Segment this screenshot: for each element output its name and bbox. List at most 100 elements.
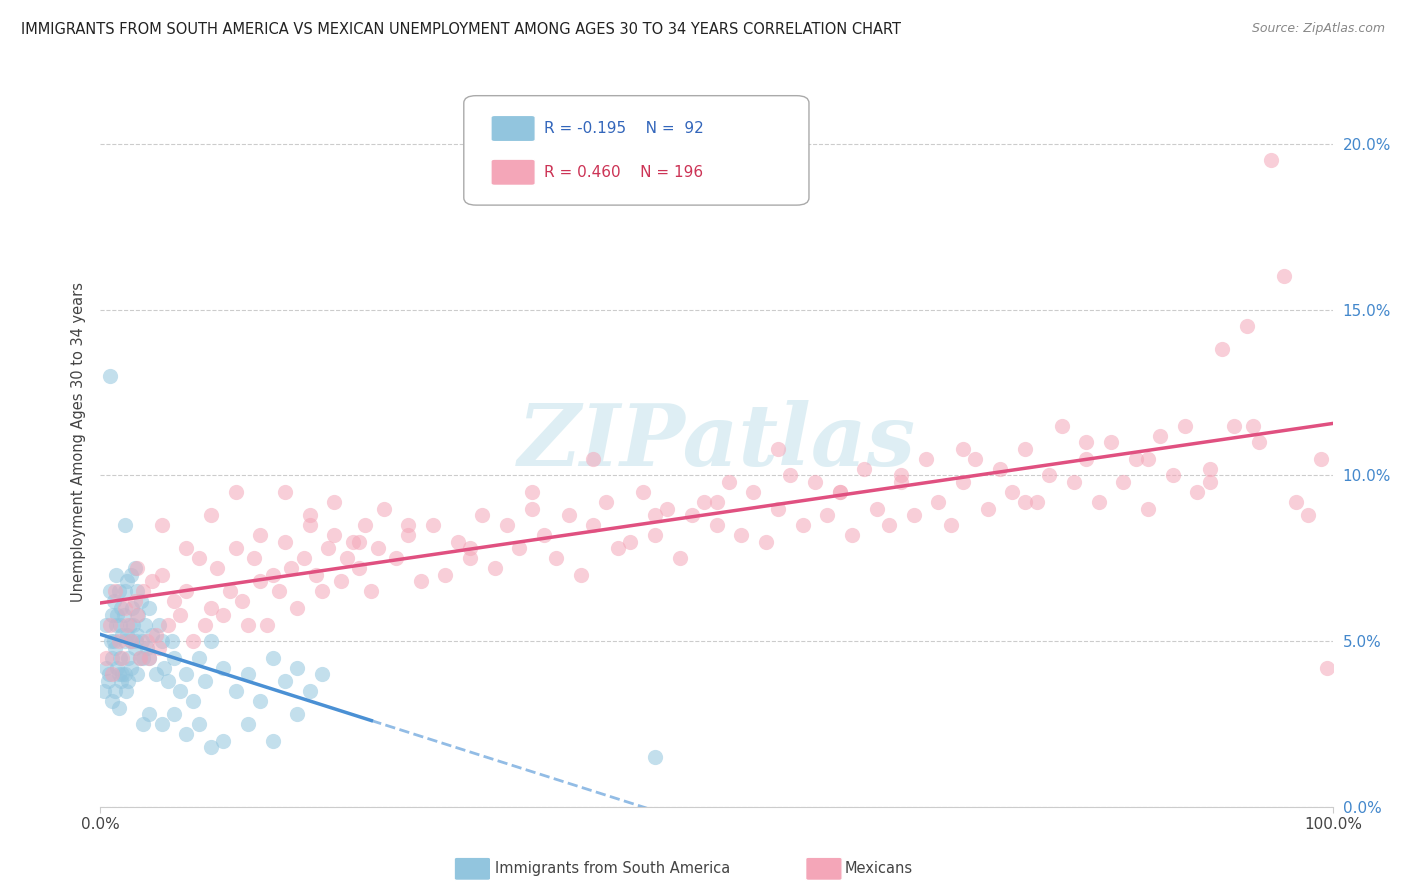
Text: Source: ZipAtlas.com: Source: ZipAtlas.com xyxy=(1251,22,1385,36)
Point xyxy=(262,733,284,747)
Text: R = -0.195    N =  92: R = -0.195 N = 92 xyxy=(544,121,703,136)
Point xyxy=(104,640,127,655)
Point xyxy=(169,684,191,698)
Point xyxy=(163,650,186,665)
Point xyxy=(108,650,131,665)
Point xyxy=(138,601,160,615)
Point xyxy=(136,640,159,655)
Point xyxy=(496,518,519,533)
Point xyxy=(458,551,481,566)
Point xyxy=(128,650,150,665)
Point xyxy=(249,574,271,589)
Point xyxy=(1241,418,1264,433)
Point xyxy=(1026,495,1049,509)
Point xyxy=(169,607,191,622)
Point xyxy=(853,461,876,475)
Point xyxy=(274,485,297,500)
Point xyxy=(132,584,155,599)
Point xyxy=(96,650,118,665)
Point xyxy=(114,634,136,648)
Point xyxy=(150,717,173,731)
Point xyxy=(817,508,839,523)
Point xyxy=(187,717,209,731)
Point xyxy=(117,574,139,589)
Point xyxy=(890,468,912,483)
Point xyxy=(141,574,163,589)
Point xyxy=(200,601,222,615)
Point xyxy=(336,551,359,566)
Point xyxy=(101,694,124,708)
Point xyxy=(1309,451,1331,466)
Point xyxy=(1296,508,1319,523)
Point xyxy=(114,667,136,681)
Point xyxy=(1198,461,1220,475)
Point xyxy=(1161,468,1184,483)
Point xyxy=(952,442,974,456)
Point xyxy=(124,561,146,575)
Point xyxy=(533,528,555,542)
Point xyxy=(311,667,333,681)
Point xyxy=(520,501,543,516)
Point xyxy=(1211,343,1233,357)
Point xyxy=(111,650,134,665)
Point xyxy=(755,534,778,549)
Point xyxy=(120,634,142,648)
Point xyxy=(1272,269,1295,284)
Point xyxy=(127,607,149,622)
Point xyxy=(287,601,309,615)
Point xyxy=(927,495,949,509)
Point xyxy=(274,673,297,688)
Point xyxy=(292,551,315,566)
Point xyxy=(163,707,186,722)
Point xyxy=(181,634,204,648)
Point xyxy=(828,485,851,500)
Point xyxy=(706,518,728,533)
Point xyxy=(1236,319,1258,334)
Point xyxy=(187,650,209,665)
Point xyxy=(127,627,149,641)
Point xyxy=(103,634,125,648)
Point xyxy=(212,607,235,622)
Point xyxy=(717,475,740,489)
Point xyxy=(117,650,139,665)
Point xyxy=(915,451,938,466)
Point xyxy=(138,707,160,722)
Point xyxy=(98,617,121,632)
Point xyxy=(366,541,388,556)
Text: R = 0.460    N = 196: R = 0.460 N = 196 xyxy=(544,165,703,180)
Point xyxy=(148,617,170,632)
Point xyxy=(127,607,149,622)
Point xyxy=(804,475,827,489)
Point xyxy=(120,661,142,675)
Point xyxy=(93,684,115,698)
Point xyxy=(828,485,851,500)
Point xyxy=(1014,495,1036,509)
Point xyxy=(101,667,124,681)
Point xyxy=(225,541,247,556)
Point xyxy=(256,617,278,632)
Point xyxy=(619,534,641,549)
Point xyxy=(965,451,987,466)
Point xyxy=(128,650,150,665)
Point xyxy=(145,627,167,641)
Point xyxy=(342,534,364,549)
Point xyxy=(1076,451,1098,466)
Point xyxy=(706,495,728,509)
Point xyxy=(176,667,198,681)
Point xyxy=(110,673,132,688)
Point xyxy=(236,667,259,681)
Text: Immigrants from South America: Immigrants from South America xyxy=(495,862,730,876)
Point xyxy=(657,501,679,516)
Point xyxy=(582,518,605,533)
Point xyxy=(218,584,240,599)
Point xyxy=(105,567,128,582)
Point xyxy=(1063,475,1085,489)
Point xyxy=(730,528,752,542)
Point xyxy=(373,501,395,516)
Point xyxy=(262,567,284,582)
Text: ZIPatlas: ZIPatlas xyxy=(517,401,915,484)
Point xyxy=(125,634,148,648)
Point xyxy=(181,694,204,708)
Point xyxy=(546,551,568,566)
Point xyxy=(120,567,142,582)
